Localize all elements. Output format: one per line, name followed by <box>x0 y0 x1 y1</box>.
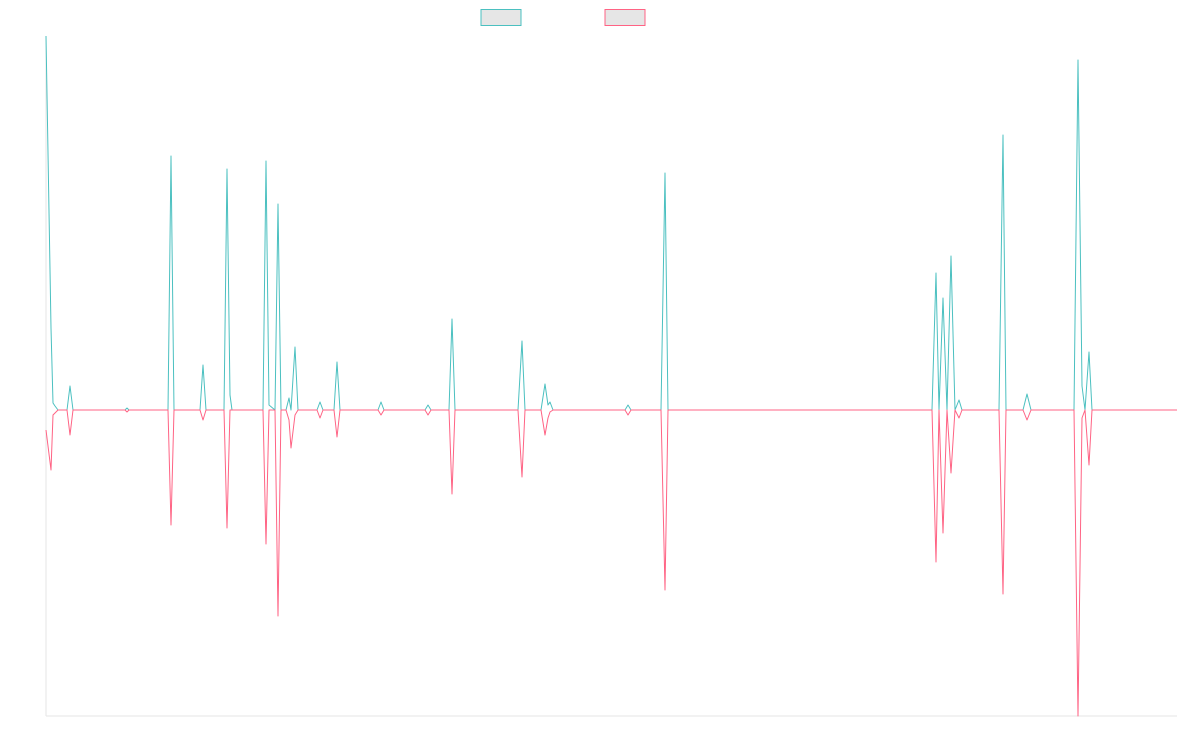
series-line <box>45 409 1177 717</box>
series-line <box>45 35 1177 411</box>
legend-swatch <box>604 9 646 26</box>
legend-swatch <box>480 9 522 26</box>
